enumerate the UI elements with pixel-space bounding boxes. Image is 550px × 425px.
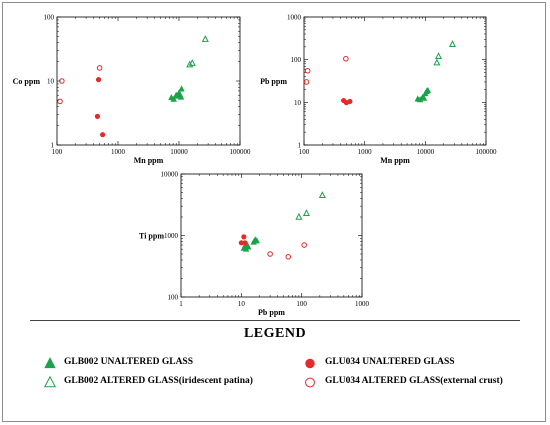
y-tick-label: 1000 <box>164 232 179 240</box>
y-axis-label: Pb ppm <box>260 77 287 86</box>
data-point <box>304 67 311 74</box>
x-tick-label: 100000 <box>230 148 252 156</box>
y-tick-label: 1 <box>51 142 55 150</box>
data-point <box>318 191 326 199</box>
data-point <box>303 79 310 85</box>
data-point <box>433 58 441 66</box>
x-tick-label: 10000 <box>170 148 188 156</box>
data-point <box>59 78 65 84</box>
data-point <box>448 40 456 47</box>
x-tick-label: 100 <box>296 300 307 308</box>
data-point <box>241 242 249 249</box>
data-point <box>94 113 101 119</box>
y-tick-label: 10000 <box>161 171 179 179</box>
data-point <box>100 132 106 138</box>
legend-divider <box>30 320 520 321</box>
legend-label-glu-altered: GLU034 ALTERED GLASS(external crust) <box>325 376 503 386</box>
y-tick-label: 1 <box>298 142 302 150</box>
data-point <box>301 242 307 248</box>
data-point <box>57 98 63 105</box>
data-point <box>420 94 428 101</box>
data-point <box>267 251 273 257</box>
legend-marker <box>44 357 56 369</box>
legend-symbol-glb-unaltered <box>44 357 56 369</box>
data-point <box>253 237 260 244</box>
data-point <box>242 240 248 246</box>
legend-label-glb-unaltered: GLB002 UNALTERED GLASS <box>64 357 193 367</box>
data-point <box>241 234 247 240</box>
legend-marker <box>305 358 315 369</box>
legend-symbol-glu-altered <box>305 377 315 388</box>
x-tick-label: 1000 <box>111 148 126 156</box>
legend-marker <box>305 377 315 388</box>
data-point <box>295 212 303 220</box>
x-tick-label: 100000 <box>476 148 498 156</box>
data-point <box>95 77 102 83</box>
x-tick-label: 10 <box>238 300 246 308</box>
x-tick-label: 1000 <box>358 148 373 156</box>
legend-symbol-glu-unaltered <box>305 358 315 369</box>
data-point <box>170 95 177 102</box>
x-tick-label: 10000 <box>417 148 435 156</box>
x-tick-label: 1 <box>179 300 183 308</box>
data-point <box>302 209 310 216</box>
x-axis-label: Pb ppm <box>258 308 285 317</box>
x-tick-label: 1000 <box>355 300 370 308</box>
chart-pb-mn: 100 1000 10000 100000 1 10 100 1000 Mn ppm Pb ppm <box>260 14 497 166</box>
x-axis-label: Mn ppm <box>380 156 410 165</box>
y-tick-label: 100 <box>44 14 55 22</box>
legend-label-glb-altered: GLB002 ALTERED GLASS(iridescent patina) <box>64 376 253 386</box>
data-point <box>435 52 443 60</box>
legend-symbol-glb-altered <box>43 375 57 388</box>
y-tick-label: 100 <box>291 56 302 64</box>
chart-co-mn: 100 1000 10000 100000 1 10 100 Mn ppm Co ppm <box>13 14 251 166</box>
data-point <box>96 65 103 71</box>
data-point <box>188 59 196 66</box>
x-tick-label: 100 <box>52 148 63 156</box>
chart-ti-pb: 1 10 100 1000 100 1000 10000 Pb ppm Ti ppm <box>139 171 369 318</box>
data-point <box>201 35 209 42</box>
data-point <box>186 60 194 68</box>
data-point <box>424 86 432 93</box>
y-tick-label: 100 <box>168 294 179 302</box>
data-point <box>178 85 185 92</box>
data-point <box>347 98 353 105</box>
y-axis-label: Ti ppm <box>139 232 164 241</box>
y-tick-label: 10 <box>47 78 55 86</box>
plot-frame <box>303 16 487 146</box>
x-tick-label: 100 <box>299 148 310 156</box>
legend-title: LEGEND <box>243 326 307 341</box>
data-point <box>285 254 292 260</box>
legend-marker <box>43 375 57 388</box>
y-tick-label: 1000 <box>287 14 302 22</box>
y-axis-label: Co ppm <box>13 77 41 86</box>
x-axis-label: Mn ppm <box>134 156 164 165</box>
data-point <box>177 93 185 100</box>
legend-label-glu-unaltered: GLU034 UNALTERED GLASS <box>325 357 455 367</box>
plot-frame <box>180 173 363 298</box>
y-tick-label: 10 <box>294 99 302 107</box>
plot-frame <box>56 16 241 146</box>
data-point <box>343 55 349 62</box>
figure-frame <box>2 2 546 422</box>
